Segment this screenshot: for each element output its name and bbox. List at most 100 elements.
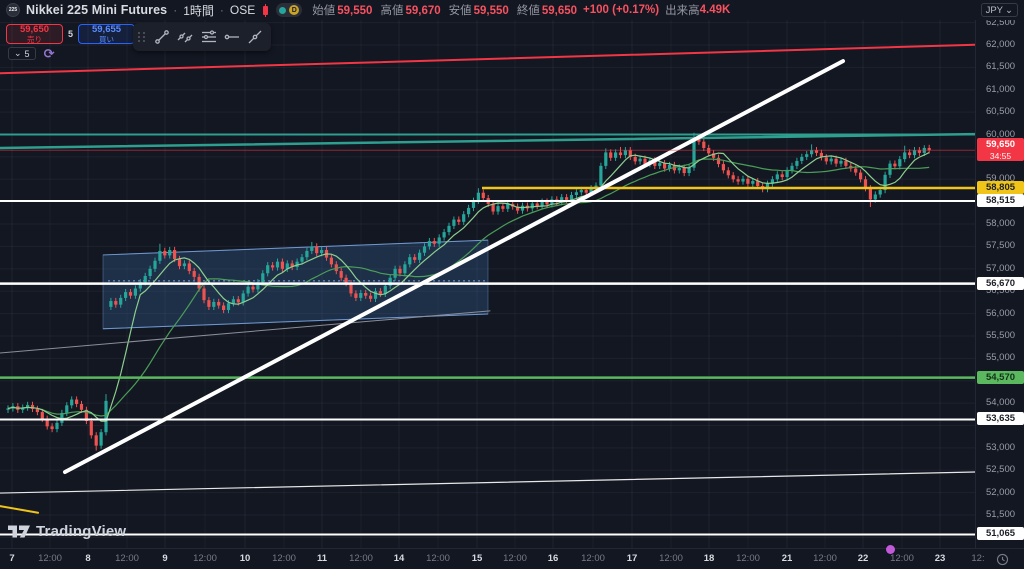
yellow-segment[interactable] [0,505,39,514]
buy-label: 買い [99,34,115,44]
trend-line-tool[interactable] [151,26,172,49]
refresh-icon[interactable]: ⟳ [43,46,55,61]
candle-body [819,152,823,158]
candle-body [785,170,789,178]
price-tick: 56,000 [985,307,1016,319]
sell-button[interactable]: 59,650 売り [6,24,63,44]
tradingview-logo-text: TradingView [36,523,127,540]
white-minor-trendline[interactable] [0,471,975,494]
time-tick: 12:00 [115,553,139,564]
symbol-header: 225 Nikkei 225 Mini Futures · 1時間 · OSE … [0,0,1024,20]
candle-body [182,263,186,267]
ohlc-readout: 始値 59,550 高値 59,670 安値 59,550 終値 59,650 [312,1,577,19]
tradingview-logo-icon [8,525,30,538]
buy-button[interactable]: 59,655 買い [78,24,136,44]
candle-body [271,265,275,268]
candle-body [604,152,608,166]
candle-body [94,435,98,446]
chevron-down-icon: ⌄ [1005,4,1013,16]
price-tick: 58,000 [985,218,1016,230]
tradingview-logo[interactable]: TradingView [8,523,126,540]
candle-body [256,282,260,290]
market-status-pill[interactable]: D [276,3,303,17]
candle-body [315,246,319,254]
ohlc-label: 終値 [516,5,540,17]
time-tick: 12:00 [193,553,217,564]
candle-body [829,158,833,162]
drag-handle[interactable] [138,32,146,42]
horizontal-levels-tool[interactable] [198,26,219,49]
candle-body [138,282,142,289]
candle-body [447,225,451,233]
time-tick: 16 [547,553,559,564]
clock-icon[interactable] [996,553,1009,566]
candle-body [349,283,353,294]
price-axis[interactable]: 62,500 62,000 61,500 61,000 60,500 60,000 59,0… [975,17,1024,548]
exchange-label: OSE [229,3,256,17]
time-tick: 12:00 [503,553,527,564]
ohlc-label: 高値 [380,5,404,17]
price-tick: 59,000 [985,173,1016,185]
interval-label[interactable]: 1時間 [183,3,214,18]
main-support-trendline[interactable] [63,59,845,475]
ma-fast-line[interactable] [7,152,930,422]
time-tick: 12:00 [736,553,760,564]
price-tick: 56,500 [985,285,1016,297]
candle-body [726,170,730,176]
candle-body [50,426,54,430]
candle-body [99,432,103,446]
price-tick: 57,500 [985,240,1016,252]
candle-body [437,237,441,244]
candle-body [222,305,226,310]
candle-body [692,139,696,168]
candle-body [109,301,113,307]
horizontal-ray-tool[interactable] [221,26,242,49]
price-tick: 60,000 [985,128,1016,140]
candle-body [35,408,39,413]
price-level-badge: 54,570 [977,370,1024,384]
time-tick: 15 [471,553,483,564]
candle-body [442,232,446,238]
candle-body [305,250,309,258]
currency-selector[interactable]: JPY ⌄ [980,3,1018,17]
candle-body [565,197,569,200]
separator: · [173,3,178,17]
candle-body [408,257,412,265]
gray-minor-trendline[interactable] [0,310,491,354]
quantity-selector[interactable]: ⌄ 5 [8,47,36,60]
candle-body [398,268,402,274]
ohlc-value: 59,650 [541,5,578,17]
ohlc-value: 59,550 [473,5,509,17]
symbol-title[interactable]: Nikkei 225 Mini Futures [26,3,168,17]
candle-body [452,219,456,226]
time-axis[interactable]: 7 12:00 8 12:00 9 12:00 10 12:00 11 12:00 14 12:00 1… [0,545,1024,569]
chart-canvas[interactable] [0,20,975,548]
candle-body [383,285,387,294]
time-tick: 8 [85,553,91,564]
candle-body [599,165,603,186]
candle-body [868,188,872,200]
candle-body [471,200,476,208]
symbol-logo[interactable]: 225 [6,3,20,17]
candle-body [873,194,877,200]
candle-body [716,157,721,165]
time-tick: 10 [239,553,251,564]
ma-slow-line[interactable] [7,158,930,417]
trend-angle-tool[interactable] [245,26,266,49]
candle-body [530,203,534,209]
candle-body [266,265,270,274]
buy-price: 59,655 [91,24,122,35]
price-tick: 54,000 [985,397,1016,409]
resistance-trendline-red[interactable] [0,43,975,75]
candle-body [839,160,843,164]
ohlc-value: 59,670 [405,5,441,17]
time-tick: 11 [316,553,328,564]
parallel-trend-tool[interactable] [174,26,195,49]
chart-type-candle-icon[interactable] [261,3,270,17]
teal-trendline[interactable] [0,132,975,150]
candle-body [805,154,809,157]
candle-body [413,257,417,260]
price-tick: 57,000 [985,262,1016,274]
candle-body [614,152,618,158]
candle-body [854,168,858,173]
